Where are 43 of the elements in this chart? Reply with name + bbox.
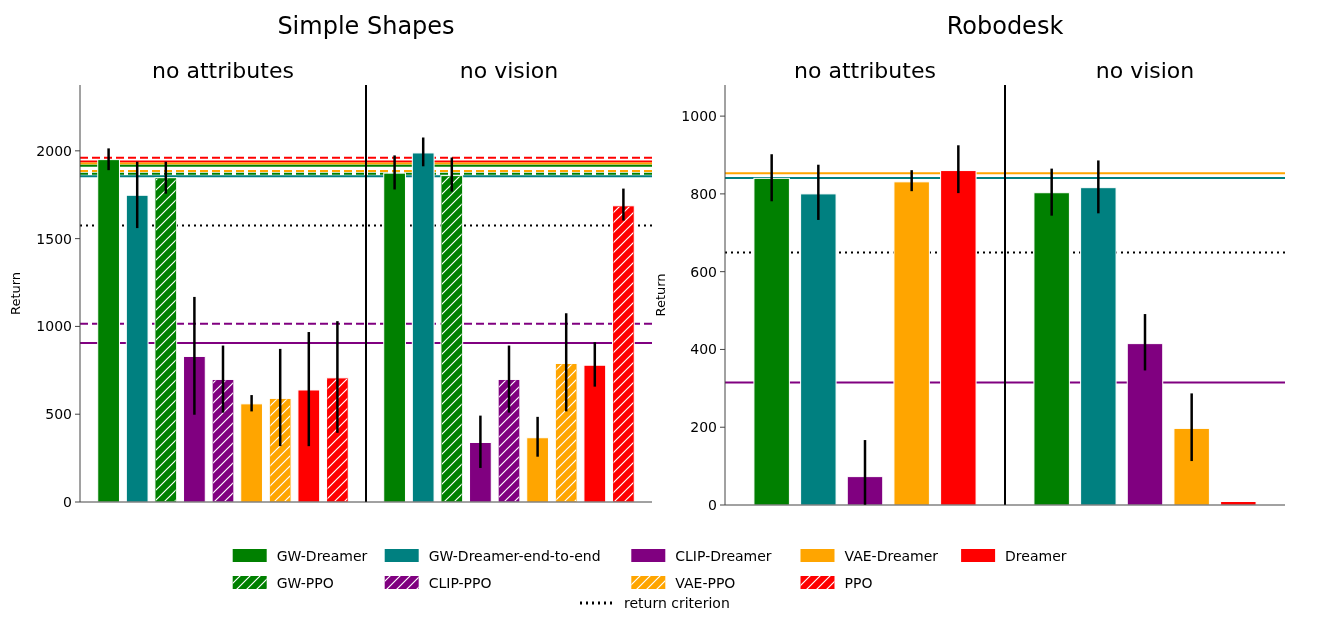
legend-label: CLIP-Dreamer [675, 547, 772, 564]
y-tick-label: 800 [690, 185, 717, 202]
y-axis-title: Return [8, 271, 23, 316]
chart-title: Robodesk [946, 12, 1064, 40]
bar [183, 355, 206, 503]
y-axis-title: Return [653, 273, 668, 317]
y-tick-label: 400 [690, 341, 717, 358]
bar [1080, 187, 1117, 506]
bar [469, 441, 492, 503]
bar [1173, 427, 1210, 506]
legend-label: CLIP-PPO [428, 574, 492, 591]
y-tick-label: 0 [63, 493, 72, 510]
legend-label: GW-Dreamer [276, 547, 368, 564]
x-tick-label: no vision [1095, 58, 1195, 83]
bar [240, 403, 263, 503]
y-tick-label: 1500 [36, 230, 72, 247]
legend-label: GW-PPO [276, 574, 334, 591]
bar [940, 170, 977, 506]
bar [753, 177, 790, 506]
legend-label: VAE-PPO [675, 574, 736, 591]
bar [583, 364, 607, 503]
bar [526, 437, 549, 503]
chart-title: Simple Shapes [277, 12, 455, 40]
y-tick-label: 500 [45, 406, 72, 423]
y-tick-label: 1000 [36, 318, 72, 335]
y-tick-label: 200 [690, 419, 717, 436]
bar [1033, 192, 1070, 506]
bar [297, 389, 321, 503]
legend-label: Dreamer [1005, 547, 1067, 564]
bar [800, 193, 837, 506]
legend-label: PPO [844, 574, 873, 591]
x-tick-label: no attributes [794, 58, 936, 83]
x-tick-label: no attributes [152, 58, 294, 83]
bar [125, 194, 149, 503]
y-tick-label: 0 [708, 496, 717, 513]
y-tick-label: 2000 [36, 142, 72, 159]
x-tick-label: no vision [459, 58, 559, 83]
legend-label: GW-Dreamer-end-to-end [428, 547, 601, 564]
legend-label: return criterion [624, 594, 730, 611]
y-tick-label: 600 [690, 263, 717, 280]
y-tick-label: 1000 [681, 108, 717, 125]
legend-label: VAE-Dreamer [844, 547, 939, 564]
bar [893, 181, 930, 506]
